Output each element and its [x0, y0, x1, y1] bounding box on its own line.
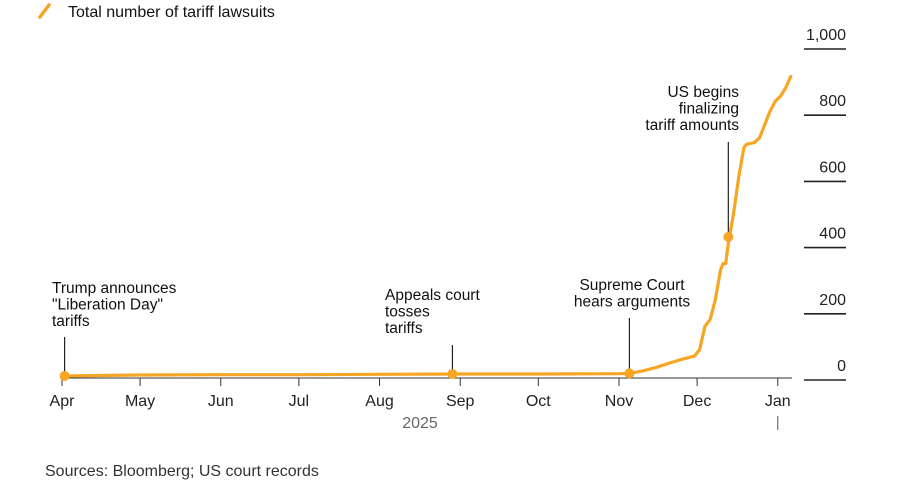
legend-swatch — [38, 3, 51, 19]
annotation-text-appeals: Appeals court tosses tariffs — [385, 287, 480, 337]
x-tick-label: Jun — [208, 393, 234, 410]
x-axis-year-label: 2025 — [402, 415, 438, 432]
legend-label: Total number of tariff lawsuits — [68, 4, 275, 21]
annotation-line: finalizing — [679, 101, 739, 118]
annotation-line: hears arguments — [574, 294, 691, 311]
annotation-text-supreme: Supreme Court hears arguments — [574, 277, 691, 311]
annotation-line: Supreme Court — [579, 277, 685, 294]
annotation-line: tariffs — [52, 313, 90, 330]
annotation-text-liberation: Trump announces "Liberation Day" tariffs — [52, 280, 177, 330]
x-tick-label: Jan — [765, 393, 791, 410]
marker-layer — [59, 231, 734, 381]
annotation-text-finalizing: US begins finalizing tariff amounts — [645, 84, 739, 134]
x-tick-label: Oct — [526, 393, 551, 410]
y-tick-label: 600 — [819, 159, 846, 176]
y-tick-label: 800 — [819, 93, 846, 110]
legend: Total number of tariff lawsuits — [38, 3, 275, 21]
y-tick-label: 400 — [819, 226, 846, 243]
x-tick-label: Apr — [50, 393, 76, 410]
y-tick-label: 1,000 — [806, 27, 846, 44]
annotation-marker-finalizing — [723, 231, 734, 242]
x-tick-label: Jul — [289, 393, 309, 410]
annotation-marker-supreme — [624, 368, 635, 379]
x-axis: Apr May Jun Jul Aug Sep Oct Nov Dec Jan — [50, 377, 792, 430]
annotation-line: tariffs — [385, 320, 423, 337]
annotation-line: Trump announces — [52, 280, 177, 297]
annotation-line: tariff amounts — [645, 117, 739, 134]
y-tick-label: 200 — [819, 292, 846, 309]
x-tick-label: Nov — [605, 393, 633, 410]
annotation-line: Appeals court — [385, 287, 480, 304]
x-tick-label: Sep — [446, 393, 475, 410]
annotation-line: "Liberation Day" — [52, 297, 163, 314]
series-line — [62, 74, 793, 378]
annotations: Trump announces "Liberation Day" tariffsAp… — [52, 84, 739, 376]
x-tick-label: Dec — [683, 393, 711, 410]
annotation-line: US begins — [667, 84, 739, 101]
x-tick-label: Aug — [365, 393, 393, 410]
y-tick-label: 0 — [837, 358, 846, 375]
annotation-line: tosses — [385, 304, 430, 321]
annotation-marker-appeals — [447, 369, 458, 380]
annotation-marker-liberation — [59, 371, 70, 381]
y-axis: 0 200 400 600 800 1,000 — [804, 27, 846, 381]
series-layer — [62, 74, 793, 378]
source-note: Sources: Bloomberg; US court records — [45, 463, 319, 480]
x-tick-label: May — [125, 393, 155, 410]
